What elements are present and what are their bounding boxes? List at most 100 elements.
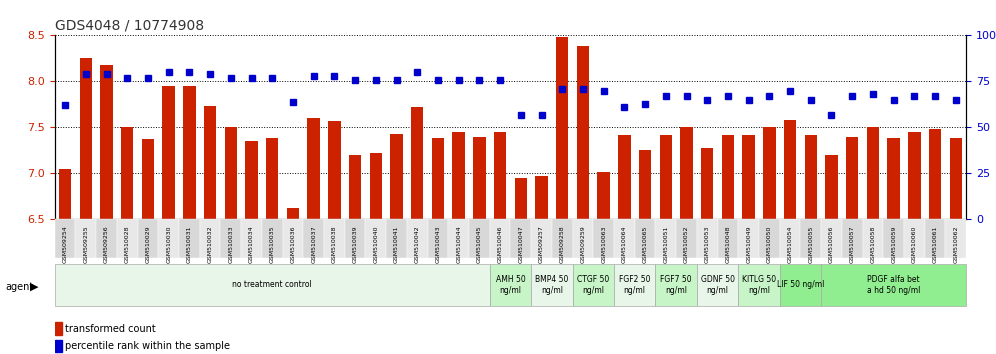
Text: GSM510054: GSM510054: [788, 225, 793, 263]
FancyBboxPatch shape: [924, 219, 945, 258]
Bar: [473, 137, 486, 219]
FancyBboxPatch shape: [614, 264, 655, 306]
Text: GSM510033: GSM510033: [228, 225, 233, 263]
Bar: [598, 172, 610, 219]
Text: KITLG 50
ng/ml: KITLG 50 ng/ml: [742, 275, 776, 295]
Text: GSM510037: GSM510037: [311, 225, 316, 263]
FancyBboxPatch shape: [511, 219, 531, 258]
Text: FGF2 50
ng/ml: FGF2 50 ng/ml: [619, 275, 650, 295]
Bar: [101, 65, 113, 219]
Text: GSM510057: GSM510057: [850, 225, 855, 263]
FancyBboxPatch shape: [137, 219, 158, 258]
Text: GSM509258: GSM509258: [560, 225, 565, 263]
FancyBboxPatch shape: [158, 219, 179, 258]
Text: GSM510048: GSM510048: [725, 225, 730, 263]
Text: GSM510044: GSM510044: [456, 225, 461, 263]
Bar: [535, 176, 548, 219]
Bar: [742, 135, 755, 219]
FancyBboxPatch shape: [945, 219, 966, 258]
Bar: [701, 148, 713, 219]
FancyBboxPatch shape: [490, 264, 531, 306]
Text: GSM510065: GSM510065: [642, 225, 647, 263]
Text: GSM510049: GSM510049: [746, 225, 751, 263]
FancyBboxPatch shape: [759, 219, 780, 258]
Text: GSM510029: GSM510029: [145, 225, 150, 263]
Bar: [431, 138, 444, 219]
FancyBboxPatch shape: [655, 264, 697, 306]
FancyBboxPatch shape: [655, 219, 676, 258]
FancyBboxPatch shape: [241, 219, 262, 258]
Text: GSM510038: GSM510038: [332, 225, 337, 263]
Text: no treatment control: no treatment control: [232, 280, 312, 290]
Text: GSM510055: GSM510055: [809, 225, 814, 263]
FancyBboxPatch shape: [614, 219, 634, 258]
Text: LIF 50 ng/ml: LIF 50 ng/ml: [777, 280, 824, 290]
Text: GSM509257: GSM509257: [539, 225, 544, 263]
Text: GSM510043: GSM510043: [435, 225, 440, 263]
FancyBboxPatch shape: [386, 219, 407, 258]
Text: CTGF 50
ng/ml: CTGF 50 ng/ml: [577, 275, 610, 295]
Bar: [659, 135, 672, 219]
FancyBboxPatch shape: [573, 219, 594, 258]
Text: AMH 50
ng/ml: AMH 50 ng/ml: [496, 275, 525, 295]
Text: GSM510028: GSM510028: [124, 225, 129, 263]
Text: GSM509256: GSM509256: [104, 225, 109, 263]
FancyBboxPatch shape: [717, 219, 738, 258]
Bar: [784, 120, 796, 219]
FancyBboxPatch shape: [407, 219, 427, 258]
Bar: [183, 86, 195, 219]
Text: GSM510034: GSM510034: [249, 225, 254, 263]
FancyBboxPatch shape: [863, 219, 883, 258]
Bar: [763, 127, 776, 219]
Bar: [266, 138, 279, 219]
FancyBboxPatch shape: [904, 219, 924, 258]
FancyBboxPatch shape: [220, 219, 241, 258]
Text: BMP4 50
ng/ml: BMP4 50 ng/ml: [535, 275, 569, 295]
Bar: [638, 150, 651, 219]
Text: GSM510031: GSM510031: [187, 225, 192, 263]
FancyBboxPatch shape: [634, 219, 655, 258]
Bar: [949, 138, 962, 219]
FancyBboxPatch shape: [283, 219, 304, 258]
FancyBboxPatch shape: [552, 219, 573, 258]
Text: GDNF 50
ng/ml: GDNF 50 ng/ml: [700, 275, 735, 295]
FancyBboxPatch shape: [531, 264, 573, 306]
Text: PDGF alfa bet
a hd 50 ng/ml: PDGF alfa bet a hd 50 ng/ml: [867, 275, 920, 295]
Text: transformed count: transformed count: [65, 324, 155, 333]
Bar: [577, 46, 590, 219]
FancyBboxPatch shape: [324, 219, 345, 258]
Text: GSM510040: GSM510040: [374, 225, 378, 263]
Bar: [329, 121, 341, 219]
FancyBboxPatch shape: [366, 219, 386, 258]
FancyBboxPatch shape: [97, 219, 117, 258]
FancyBboxPatch shape: [76, 219, 97, 258]
Bar: [722, 135, 734, 219]
Bar: [308, 118, 320, 219]
Text: percentile rank within the sample: percentile rank within the sample: [65, 341, 230, 351]
Text: GSM509255: GSM509255: [84, 225, 89, 263]
Text: GSM510035: GSM510035: [270, 225, 275, 263]
FancyBboxPatch shape: [469, 219, 490, 258]
Text: GSM509254: GSM509254: [63, 225, 68, 263]
Text: GSM510064: GSM510064: [622, 225, 626, 263]
Bar: [619, 135, 630, 219]
FancyBboxPatch shape: [697, 264, 738, 306]
Bar: [370, 153, 382, 219]
Text: GSM510056: GSM510056: [829, 225, 834, 263]
Text: GSM510045: GSM510045: [477, 225, 482, 263]
FancyBboxPatch shape: [427, 219, 448, 258]
Bar: [287, 209, 299, 219]
Text: GSM510039: GSM510039: [353, 225, 358, 263]
FancyBboxPatch shape: [780, 219, 801, 258]
Bar: [887, 138, 899, 219]
Bar: [55, 322, 62, 335]
FancyBboxPatch shape: [200, 219, 220, 258]
Text: GSM510030: GSM510030: [166, 225, 171, 263]
FancyBboxPatch shape: [883, 219, 904, 258]
FancyBboxPatch shape: [738, 219, 759, 258]
Bar: [556, 37, 569, 219]
FancyBboxPatch shape: [676, 219, 697, 258]
FancyBboxPatch shape: [304, 219, 324, 258]
Bar: [225, 127, 237, 219]
FancyBboxPatch shape: [594, 219, 614, 258]
